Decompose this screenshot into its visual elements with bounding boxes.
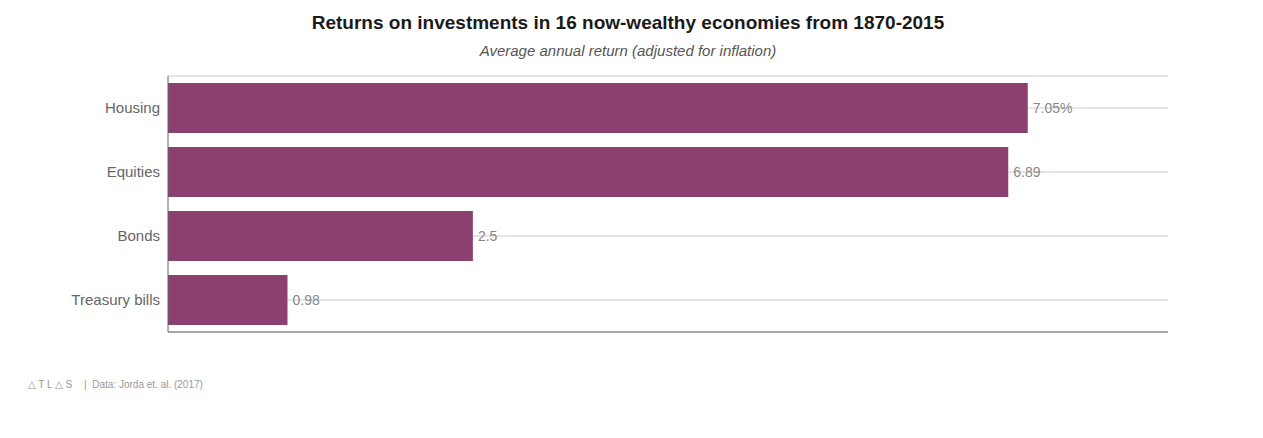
svg-text:Treasury bills: Treasury bills xyxy=(71,291,160,308)
svg-text:Equities: Equities xyxy=(107,163,160,180)
svg-text:Bonds: Bonds xyxy=(117,227,160,244)
html-text:△ T L △ S: △ T L △ S xyxy=(28,379,73,390)
svg-text:6.89: 6.89 xyxy=(1013,164,1040,180)
html-text:Returns on investments in 16 n: Returns on investments in 16 now-wealthy… xyxy=(311,12,945,33)
svg-text:2.5: 2.5 xyxy=(478,228,498,244)
svg-text:7.05%: 7.05% xyxy=(1033,100,1073,116)
svg-text:Housing: Housing xyxy=(105,99,160,116)
html-text:| Data: Jorda et. al. (2017): | Data: Jorda et. al. (2017) xyxy=(84,379,203,390)
html-text:Average annual return (adjuste: Average annual return (adjusted for infl… xyxy=(479,42,777,59)
svg-text:0.98: 0.98 xyxy=(293,292,320,308)
